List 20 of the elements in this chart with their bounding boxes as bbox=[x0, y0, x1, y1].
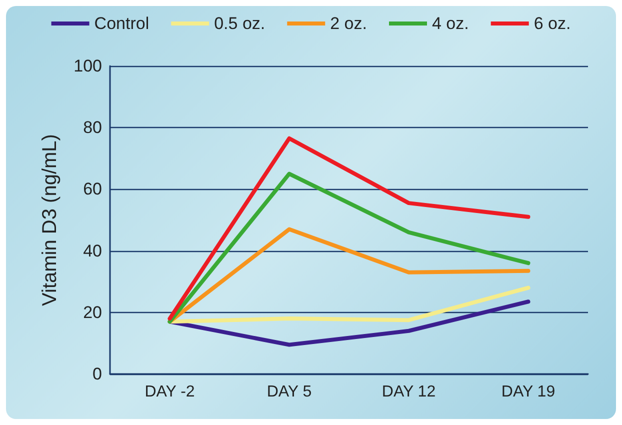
x-tick-label: DAY 12 bbox=[382, 384, 436, 400]
line-series bbox=[168, 136, 530, 321]
legend-label: 4 oz. bbox=[432, 14, 469, 33]
line-series bbox=[168, 300, 530, 347]
x-tick-label: DAY -2 bbox=[144, 384, 195, 400]
y-tick-label: 20 bbox=[83, 302, 102, 322]
y-tick-label: 60 bbox=[83, 180, 102, 199]
x-tick-label: DAY 5 bbox=[266, 384, 312, 400]
line-series bbox=[168, 172, 530, 324]
y-tick-label: 40 bbox=[83, 241, 102, 260]
legend-label: 2 oz. bbox=[330, 14, 367, 33]
legend-label: 6 oz. bbox=[534, 14, 571, 33]
x-tick-label: DAY 19 bbox=[501, 384, 556, 400]
legend-label: 0.5 oz. bbox=[214, 14, 266, 33]
y-tick-label: 100 bbox=[74, 56, 102, 76]
y-tick-label: 0 bbox=[92, 364, 102, 384]
y-tick-label: 80 bbox=[83, 118, 102, 138]
line-series bbox=[168, 286, 530, 324]
y-axis-title: Vitamin D3 (ng/mL) bbox=[39, 134, 61, 306]
legend-label: Control bbox=[94, 14, 150, 33]
